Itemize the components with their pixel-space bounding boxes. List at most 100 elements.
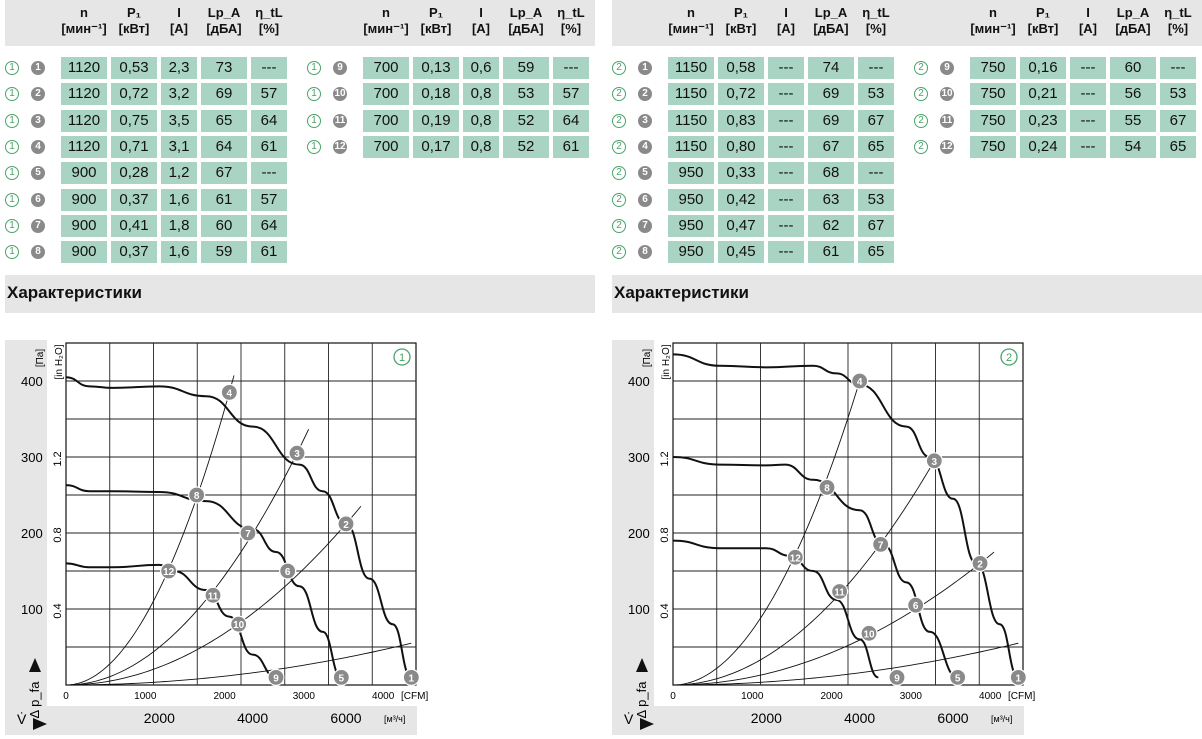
x-tick-cfm: 3000 [900,691,923,702]
cell-eta: 65 [858,241,894,264]
cell-n: 950 [668,188,714,211]
y-tick-pa: 200 [21,526,43,541]
column-header-i: I [A] [161,5,197,37]
x-tick-m3h: 2000 [144,710,175,726]
x-tick-cfm: 0 [670,691,676,702]
column-header-label: Lp_A [1116,5,1150,20]
column-header-unit: [дБА] [1115,21,1151,36]
column-header-p1: P₁ [кВт] [413,5,459,37]
cell-eta: --- [251,57,287,79]
x-tick-m3h: 6000 [937,710,968,726]
system-curve [65,375,235,686]
fan-curve-950 [672,456,958,679]
point-marker-icon: 7 [31,218,45,233]
cell-lpa: 63 [808,188,854,211]
column-header-unit: [%] [560,21,582,36]
system-curve [672,551,995,686]
y-unit-inh2o: [in H₂O] [54,344,65,379]
cell-p1: 0,21 [1020,83,1066,106]
cell-i: --- [1070,83,1106,106]
column-header-n: n [мин⁻¹] [61,5,107,37]
y-arrow-icon [636,658,648,672]
y-axis-band [5,340,47,735]
column-header-label: η_tL [255,5,283,20]
x-tick-m3h: 4000 [237,710,268,726]
cell-i: --- [768,241,804,264]
point-marker-icon: 1 [31,61,45,75]
cell-p1: 0,45 [718,241,764,264]
cell-p1: 0,72 [718,83,764,106]
column-header-eta: η_tL [%] [251,5,287,37]
cell-p1: 0,13 [413,57,459,79]
operating-point-label: 3 [932,457,938,468]
point-marker-icon: 2 [638,87,652,102]
column-header-label: P₁ [733,5,749,20]
point-marker-icon: 10 [940,87,954,102]
cell-n: 1150 [668,135,714,158]
cell-lpa: 61 [201,188,247,211]
operating-point-label: 8 [824,483,830,494]
x-axis-band [612,706,1024,735]
cell-lpa: 73 [201,57,247,79]
y-axis-band [612,340,654,735]
cell-lpa: 52 [503,135,549,158]
curve-badge-label: 1 [399,352,405,364]
column-header-unit: [дБА] [508,21,544,36]
y-unit-pa: [Па] [642,349,653,368]
point-marker-icon: 8 [638,245,652,260]
cell-p1: 0,33 [718,162,764,185]
curve-marker-icon: 2 [612,192,626,207]
operating-point-6: 6 [907,596,925,614]
cell-p1: 0,37 [111,188,157,211]
cell-i: 0,8 [463,135,499,158]
operating-point-8: 8 [818,478,836,496]
fan-curve-900 [65,484,342,679]
cell-i: 3,5 [161,109,197,132]
curve-badge-label: 2 [1006,352,1012,364]
column-header-unit: [A] [471,21,491,36]
operating-point-label: 12 [163,567,175,578]
x-tick-cfm: 2000 [213,691,236,702]
operating-point-6: 6 [279,562,297,580]
operating-point-marker [1009,668,1027,686]
column-header-label: n [382,5,390,20]
table-header-bar [612,0,1202,46]
operating-point-marker [337,515,355,533]
column-header-unit: [мин⁻¹] [363,21,409,36]
cell-i: --- [1070,57,1106,79]
characteristic-chart: 400 300 200 100 1.2 0.8 0.4 [Па] [in H₂O] Δ p_fa 0… [624,342,1035,730]
operating-point-marker [888,668,906,686]
cell-p1: 0,24 [1020,135,1066,158]
point-marker-icon: 10 [333,87,347,102]
operating-point-7: 7 [872,535,890,553]
operating-point-5: 5 [332,668,350,686]
y-arrow-icon [29,658,41,672]
cell-eta: --- [251,162,287,185]
x-unit-cfm: [CFM] [401,691,428,702]
operating-point-label: 6 [913,601,919,612]
cell-n: 1120 [61,109,107,132]
y-tick-pa: 400 [628,374,650,389]
operating-point-marker [925,452,943,470]
cell-lpa: 54 [1110,135,1156,158]
cell-p1: 0,16 [1020,57,1066,79]
operating-point-2: 2 [971,554,989,572]
x-tick-cfm: 4000 [979,691,1002,702]
section-title: Характеристики [7,283,142,302]
cell-i: 0,8 [463,83,499,106]
x-tick-cfm: 4000 [372,691,395,702]
column-header-label: n [80,5,88,20]
cell-eta: 67 [858,214,894,237]
operating-point-marker [949,668,967,686]
operating-point-marker [831,582,849,601]
cell-eta: 65 [858,135,894,158]
cell-eta: 61 [553,135,589,158]
curve-marker-icon: 2 [914,61,928,75]
column-header-label: P₁ [1035,5,1051,20]
column-header-lpa: Lp_A [дБА] [201,5,247,37]
column-header-label: P₁ [126,5,142,20]
cell-eta: 64 [251,214,287,237]
cell-i: --- [768,214,804,237]
column-header-lpa: Lp_A [дБА] [1110,5,1156,37]
system-curve [672,642,1019,686]
